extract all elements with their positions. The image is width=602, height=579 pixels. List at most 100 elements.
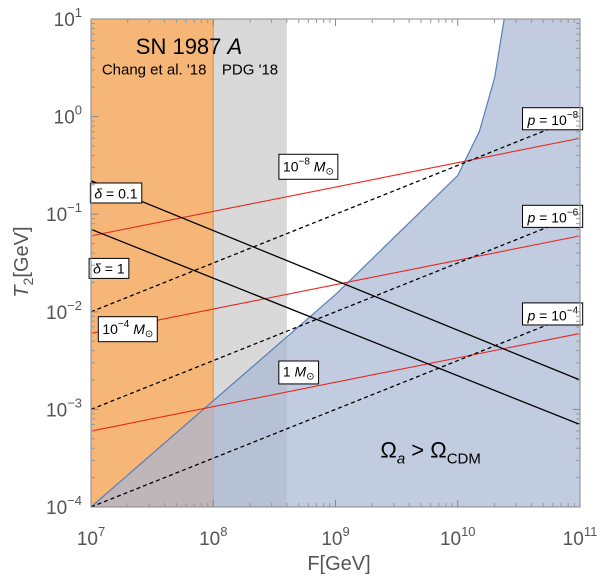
series-label-text: 10−8 M⊙ [283, 156, 334, 177]
series-label-exp: −8 [567, 110, 579, 121]
x-tick-label: 1011 [563, 524, 598, 550]
axis-ticks [90, 18, 581, 508]
region-cdm-label-sub-a: a [397, 451, 405, 468]
series-label-var: p [527, 307, 536, 323]
y-tick-exponent: −3 [67, 395, 82, 410]
series-label-sun: ⊙ [325, 166, 333, 177]
series-label-eq: = 10 [535, 112, 567, 128]
series-line-solid-6 [90, 180, 581, 381]
series-label-exp: −4 [118, 319, 130, 330]
series-label-mass: M [129, 321, 145, 337]
series-label-eq: = 10 [535, 209, 567, 225]
series-label-eq: = 1 [101, 260, 125, 276]
y-tick-exponent: 1 [75, 5, 82, 20]
series-label-exp: −8 [298, 156, 310, 167]
region-pdg-label: PDG '18 [222, 61, 278, 78]
x-tick-mantissa: 10 [440, 529, 461, 550]
y-axis-label: T2[GeV] [11, 226, 36, 297]
series-label-eq: = 10 [535, 307, 567, 323]
x-tick-mantissa: 10 [321, 529, 342, 550]
x-tick-exponent: 8 [220, 524, 227, 539]
series-label-text: p = 10−6 [527, 207, 579, 225]
x-tick-mantissa: 10 [199, 529, 220, 550]
y-tick-label: 10−4 [46, 493, 82, 519]
series-label-box [88, 257, 130, 279]
series-label-red-1: 10−4 M⊙ [97, 316, 158, 343]
y-tick-mantissa: 10 [46, 400, 67, 421]
series-label-text: 10−4 M⊙ [102, 319, 153, 340]
x-tick-label: 108 [199, 524, 227, 550]
y-axis-label-unit: [GeV] [11, 226, 33, 277]
series-line-red-0 [90, 137, 581, 237]
series-label-box [522, 107, 584, 131]
series-label-dashed-3: p = 10−8 [522, 107, 584, 131]
series-label-solid-6: δ = 0.1 [89, 182, 143, 204]
group-title-main: SN 1987 [136, 34, 228, 59]
x-tick-label: 109 [321, 524, 349, 550]
y-axis-title: T2[GeV] [11, 226, 36, 297]
y-tick-exponent: 0 [75, 103, 82, 118]
series-line-dashed-4 [90, 213, 581, 411]
y-tick-mantissa: 10 [46, 498, 67, 519]
group-title-italic: A [226, 34, 243, 59]
series-label-sun: ⊙ [306, 371, 314, 382]
series-label-dashed-5: p = 10−4 [522, 302, 584, 326]
region-cdm-label-sub-cdm: CDM [447, 451, 481, 468]
series-label-box [522, 302, 584, 326]
series-label-main: 1 [283, 363, 291, 379]
series-label-red-2: 1 M⊙ [278, 360, 320, 385]
series-label-var: p [527, 209, 536, 225]
region-cdm-label-op: > Ω [405, 438, 447, 463]
x-tick-label: 107 [77, 524, 105, 550]
series-label-mass: M [291, 363, 307, 379]
series-label-var: p [527, 112, 536, 128]
y-tick-label: 10−2 [46, 298, 82, 324]
series-label-box [97, 316, 158, 343]
x-tick-exponent: 9 [342, 524, 349, 539]
group-title-text: SN 1987 A [136, 34, 242, 59]
series-label-text: p = 10−8 [527, 110, 579, 128]
series-label-var: δ [94, 185, 102, 201]
x-tick-mantissa: 10 [563, 529, 584, 550]
y-axis-label-sub: 2 [20, 277, 36, 285]
series-label-mass: M [310, 158, 326, 174]
series-label-box [278, 360, 320, 385]
y-tick-label: 10−1 [46, 200, 82, 226]
region-cdm [91, 19, 580, 507]
x-tick-label: 1010 [440, 524, 476, 550]
y-tick-mantissa: 10 [46, 205, 67, 226]
y-tick-label: 100 [54, 103, 82, 129]
series-label-main: 10 [283, 158, 299, 174]
series-line-solid-7 [90, 228, 581, 426]
series-label-box [522, 204, 584, 228]
series-label-box [89, 182, 143, 204]
x-axis-title: F[GeV] [307, 553, 370, 575]
series-label-text: 1 M⊙ [283, 363, 315, 382]
y-tick-label: 10−3 [46, 395, 82, 421]
region-cdm-boundary [90, 18, 505, 508]
series-line-dashed-3 [90, 115, 581, 313]
x-tick-exponent: 7 [98, 524, 105, 539]
series-line-red-1 [90, 235, 581, 334]
series-label-main: 10 [102, 321, 118, 337]
series-label-text: δ = 1 [93, 260, 125, 276]
series-label-exp: −4 [567, 305, 579, 316]
y-tick-mantissa: 10 [54, 108, 75, 129]
series-label-var: δ [93, 260, 101, 276]
series-label-text: p = 10−4 [527, 305, 579, 323]
series-line-red-2 [90, 332, 581, 432]
y-tick-mantissa: 10 [54, 10, 75, 31]
y-tick-exponent: −2 [67, 298, 82, 313]
y-tick-mantissa: 10 [46, 303, 67, 324]
region-cdm-label: Ωa > ΩCDM [380, 438, 481, 468]
x-axis-label: F[GeV] [307, 553, 370, 575]
series-label-exp: −6 [567, 207, 579, 218]
group-title: SN 1987 A [136, 34, 242, 59]
y-tick-exponent: −1 [67, 200, 82, 215]
y-axis-label-main: T [11, 284, 33, 298]
series-label-eq: = 0.1 [102, 185, 138, 201]
x-tick-mantissa: 10 [77, 529, 98, 550]
series-label-box [278, 153, 339, 180]
series-label-dashed-4: p = 10−6 [522, 204, 584, 228]
